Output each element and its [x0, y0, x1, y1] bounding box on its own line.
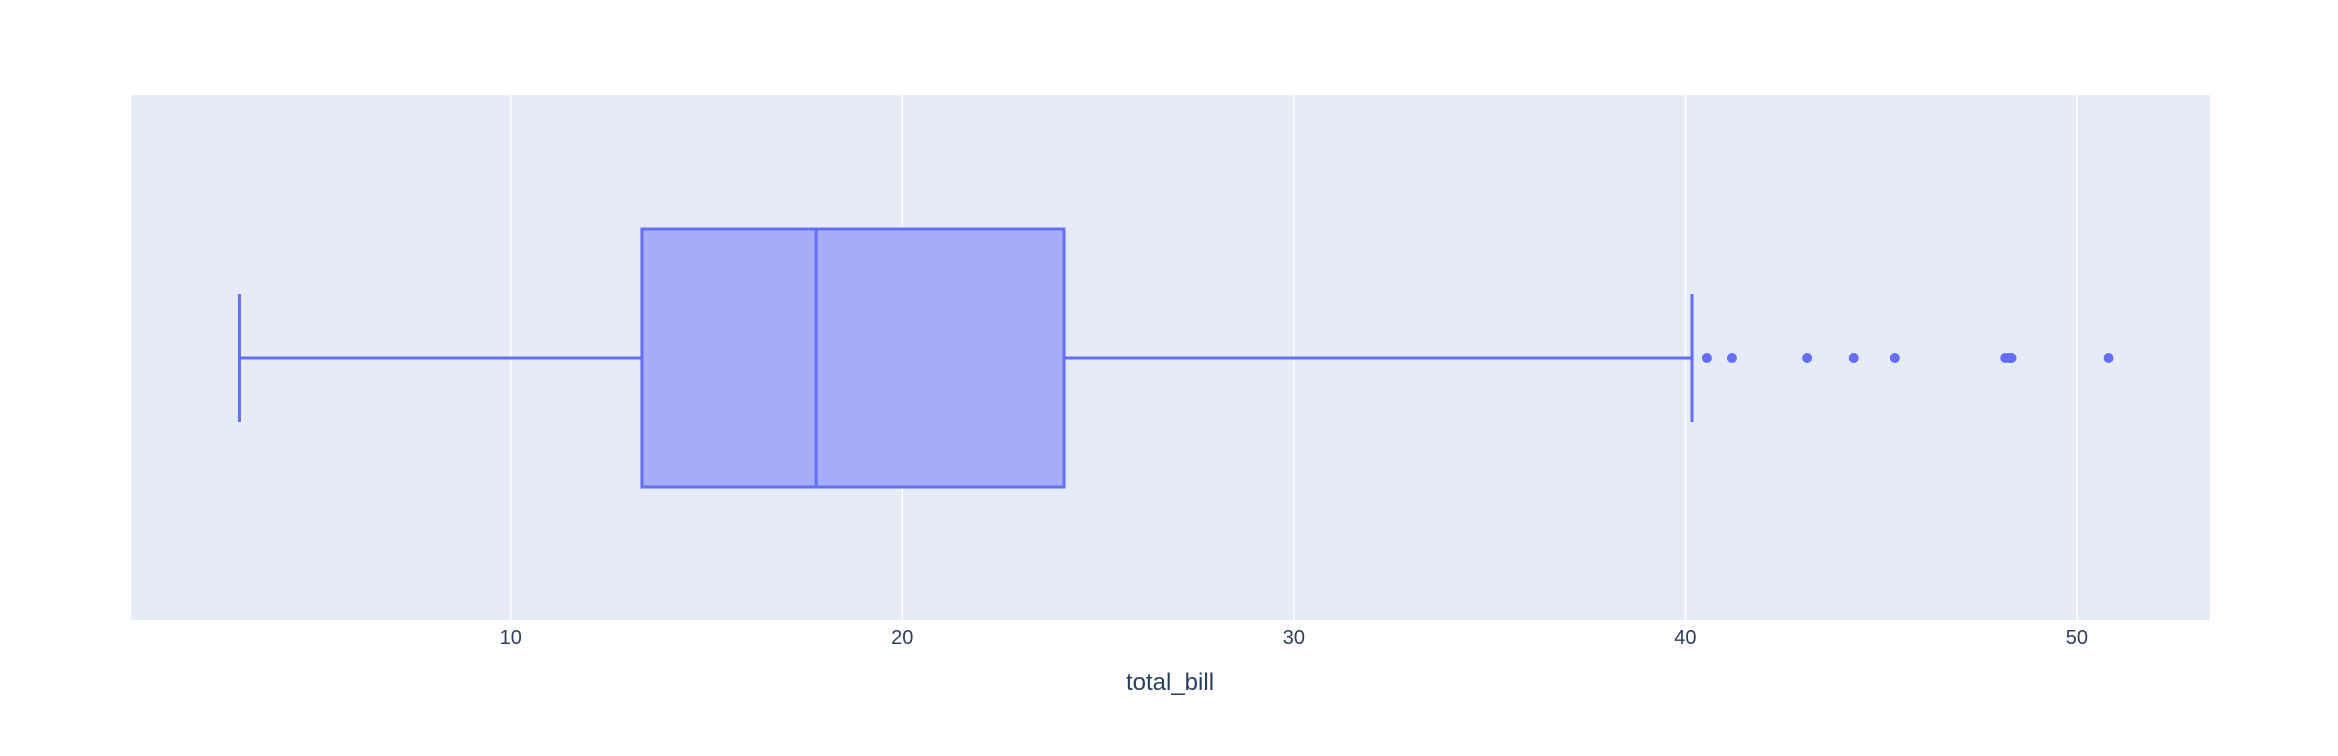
- outlier-point: [1726, 353, 1737, 363]
- outlier-point: [1701, 353, 1712, 363]
- x-tick-label: 20: [891, 627, 913, 649]
- box-trace: [237, 227, 2114, 489]
- interquartile-box: [640, 227, 1066, 489]
- x-tick-label: 30: [1283, 627, 1305, 649]
- outlier-point: [2006, 353, 2017, 363]
- x-tick-label: 10: [500, 627, 522, 649]
- x-tick-label: 50: [2066, 627, 2088, 649]
- outlier-point: [1848, 353, 1859, 363]
- outlier-point: [1889, 353, 1900, 363]
- outlier-point: [2103, 353, 2114, 363]
- x-tick-label: 40: [1674, 627, 1696, 649]
- x-axis-title: total_bill: [1126, 669, 1214, 696]
- x-axis-ticks: 10 20 30 40 50: [500, 627, 2088, 649]
- outlier-point: [1802, 353, 1813, 363]
